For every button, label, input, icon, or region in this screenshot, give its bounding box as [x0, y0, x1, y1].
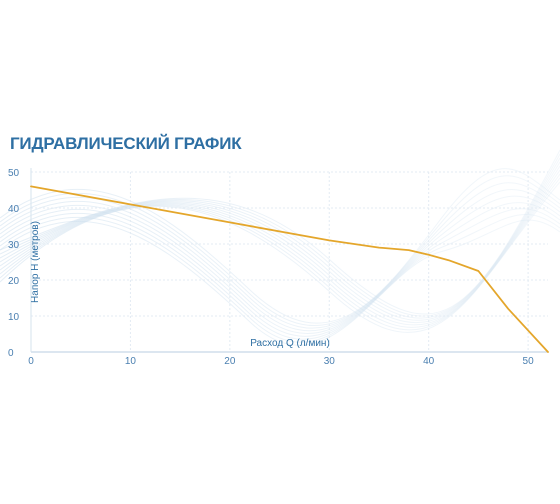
y-tick-label: 50 [8, 168, 20, 179]
x-tick-label: 50 [523, 356, 535, 367]
background-wave-line [0, 181, 560, 333]
chart-title: ГИДРАВЛИЧЕСКИЙ ГРАФИК [10, 134, 242, 153]
background-waves [0, 149, 560, 346]
x-axis-label: Расход Q (л/мин) [250, 338, 330, 349]
background-wave-line [0, 214, 560, 343]
axes [30, 168, 548, 353]
series-line [30, 185, 549, 353]
x-tick-label: 20 [224, 356, 236, 367]
background-wave-line [0, 153, 560, 317]
y-tick-labels: 0 10 20 30 40 50 [8, 168, 20, 359]
background-wave-line [0, 182, 560, 329]
background-wave-line [0, 219, 560, 346]
x-tick-label: 0 [28, 356, 34, 367]
y-tick-label: 0 [8, 348, 14, 359]
y-tick-label: 30 [8, 240, 20, 251]
series-group [30, 185, 549, 353]
y-axis-label: Напор Н (метров) [30, 221, 41, 303]
background-wave-line [0, 173, 560, 328]
x-tick-label: 40 [423, 356, 435, 367]
y-tick-label: 40 [8, 204, 20, 215]
background-wave-line [0, 175, 560, 326]
background-wave-line [0, 177, 560, 331]
background-wave-line [0, 208, 560, 340]
background-wave-line [0, 189, 560, 332]
x-tick-labels: 0 10 20 30 40 50 [28, 356, 534, 367]
y-tick-label: 10 [8, 312, 20, 323]
x-tick-label: 30 [324, 356, 336, 367]
y-tick-label: 20 [8, 276, 20, 287]
background-wave-line [0, 168, 560, 324]
background-wave-line [0, 202, 560, 337]
x-tick-label: 10 [125, 356, 137, 367]
